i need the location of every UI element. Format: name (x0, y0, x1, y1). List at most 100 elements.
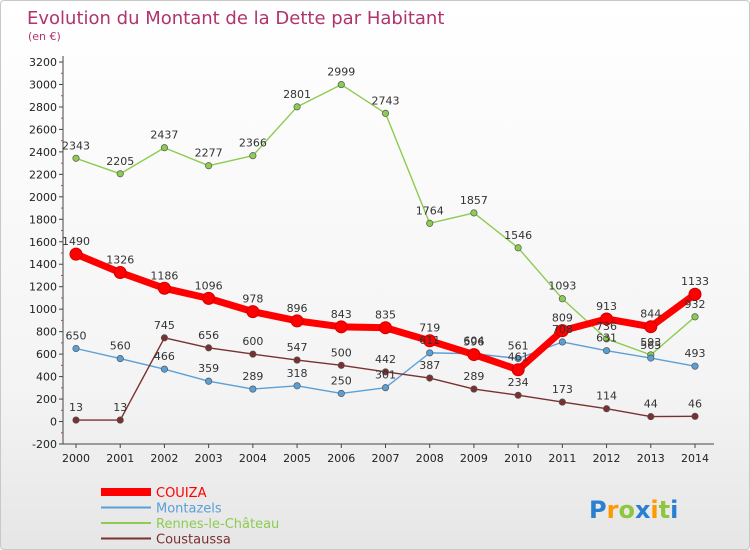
x-tick-label: 2007 (372, 452, 400, 465)
data-point (688, 287, 702, 301)
data-point (160, 334, 168, 342)
data-point (647, 354, 655, 362)
data-label: 719 (419, 322, 440, 335)
x-tick-label: 2001 (106, 452, 134, 465)
y-tick-label: 2000 (29, 191, 57, 204)
data-label: 809 (552, 312, 573, 325)
data-point (691, 313, 699, 321)
data-point (600, 312, 614, 326)
data-point (337, 361, 345, 369)
data-point (157, 281, 171, 295)
data-label: 2743 (372, 94, 400, 107)
data-label: 46 (688, 397, 702, 410)
data-label: 250 (331, 374, 352, 387)
proxiti-logo: Proxiti (589, 496, 678, 524)
data-point (116, 170, 124, 178)
x-tick-label: 2014 (681, 452, 709, 465)
data-point (290, 314, 304, 328)
data-label: 1326 (106, 254, 134, 267)
data-label: 611 (419, 334, 440, 347)
data-label: 2205 (106, 155, 134, 168)
data-point (691, 412, 699, 420)
data-label: 466 (154, 350, 175, 363)
data-point (467, 348, 481, 362)
x-tick-label: 2006 (327, 452, 355, 465)
data-point (116, 416, 124, 424)
data-point (511, 363, 525, 377)
data-point (514, 354, 522, 363)
legend-label: Rennes-le-Château (156, 517, 279, 532)
y-tick-label: 800 (36, 326, 57, 339)
data-label: 650 (66, 330, 87, 343)
data-label: 1857 (460, 194, 488, 207)
data-label: 708 (552, 323, 573, 336)
legend-label: Montazels (156, 502, 222, 517)
x-tick-label: 2011 (548, 452, 576, 465)
data-label: 461 (508, 351, 529, 364)
data-point (160, 144, 168, 152)
data-point (381, 384, 390, 392)
data-point (337, 81, 345, 89)
x-tick-label: 2012 (593, 452, 621, 465)
data-label: 2999 (327, 66, 355, 79)
data-label: 1096 (195, 279, 223, 292)
data-label: 500 (331, 346, 352, 359)
chart-subtitle: (en €) (28, 30, 61, 43)
data-label: 913 (596, 300, 617, 313)
data-label: 1133 (681, 275, 709, 288)
data-label: 565 (640, 339, 661, 352)
data-point (603, 335, 611, 343)
y-tick-label: 1800 (29, 213, 57, 226)
data-label: 593 (640, 336, 661, 349)
x-tick-label: 2000 (62, 452, 90, 465)
data-point (555, 324, 569, 338)
y-tick-label: 200 (36, 393, 57, 406)
y-tick-label: -200 (32, 438, 57, 451)
logo-text: Proxiti (589, 496, 678, 524)
x-tick-label: 2010 (504, 452, 532, 465)
data-point (644, 320, 658, 334)
legend-label: Coustaussa (156, 533, 231, 548)
data-label: 600 (242, 335, 263, 348)
y-tick-label: 1200 (29, 281, 57, 294)
legend-label: COUIZA (156, 486, 207, 501)
data-point (514, 244, 522, 252)
data-point (72, 416, 80, 424)
data-label: 1764 (416, 204, 444, 217)
y-tick-label: 400 (36, 371, 57, 384)
data-label: 493 (685, 347, 706, 360)
data-point (558, 398, 566, 406)
data-label: 1093 (548, 280, 576, 293)
y-tick-label: 1000 (29, 303, 57, 316)
data-label: 745 (154, 319, 175, 332)
data-point (558, 295, 566, 303)
data-point (113, 266, 127, 280)
y-tick-label: 3200 (29, 56, 57, 69)
data-point (293, 382, 301, 390)
legend: COUIZAMontazelsRennes-le-ChâteauCoustaus… (101, 486, 279, 548)
data-label: 631 (596, 332, 617, 345)
chart-title: Evolution du Montant de la Dette par Hab… (27, 8, 444, 29)
data-point (470, 385, 478, 393)
y-tick-label: 3000 (29, 78, 57, 91)
data-label: 560 (110, 340, 131, 353)
data-label: 843 (331, 308, 352, 321)
data-label: 289 (242, 370, 263, 383)
data-label: 387 (419, 359, 440, 372)
data-point (160, 365, 168, 373)
data-label: 114 (596, 390, 617, 403)
data-labels: 1490 1326 1186 1096 978 896 843 835 719 596 461 809… (62, 66, 709, 414)
y-tick-label: 2800 (29, 101, 57, 114)
y-tick-label: 600 (36, 348, 57, 361)
x-tick-label: 2002 (150, 452, 178, 465)
data-label: 13 (69, 401, 83, 414)
data-label: 596 (463, 336, 484, 349)
x-tick-label: 2008 (416, 452, 444, 465)
x-tick-label: 2004 (239, 452, 267, 465)
data-point (381, 368, 390, 376)
data-point (72, 154, 80, 162)
data-label: 844 (640, 308, 661, 321)
data-label: 656 (198, 329, 219, 342)
data-point (379, 321, 392, 335)
